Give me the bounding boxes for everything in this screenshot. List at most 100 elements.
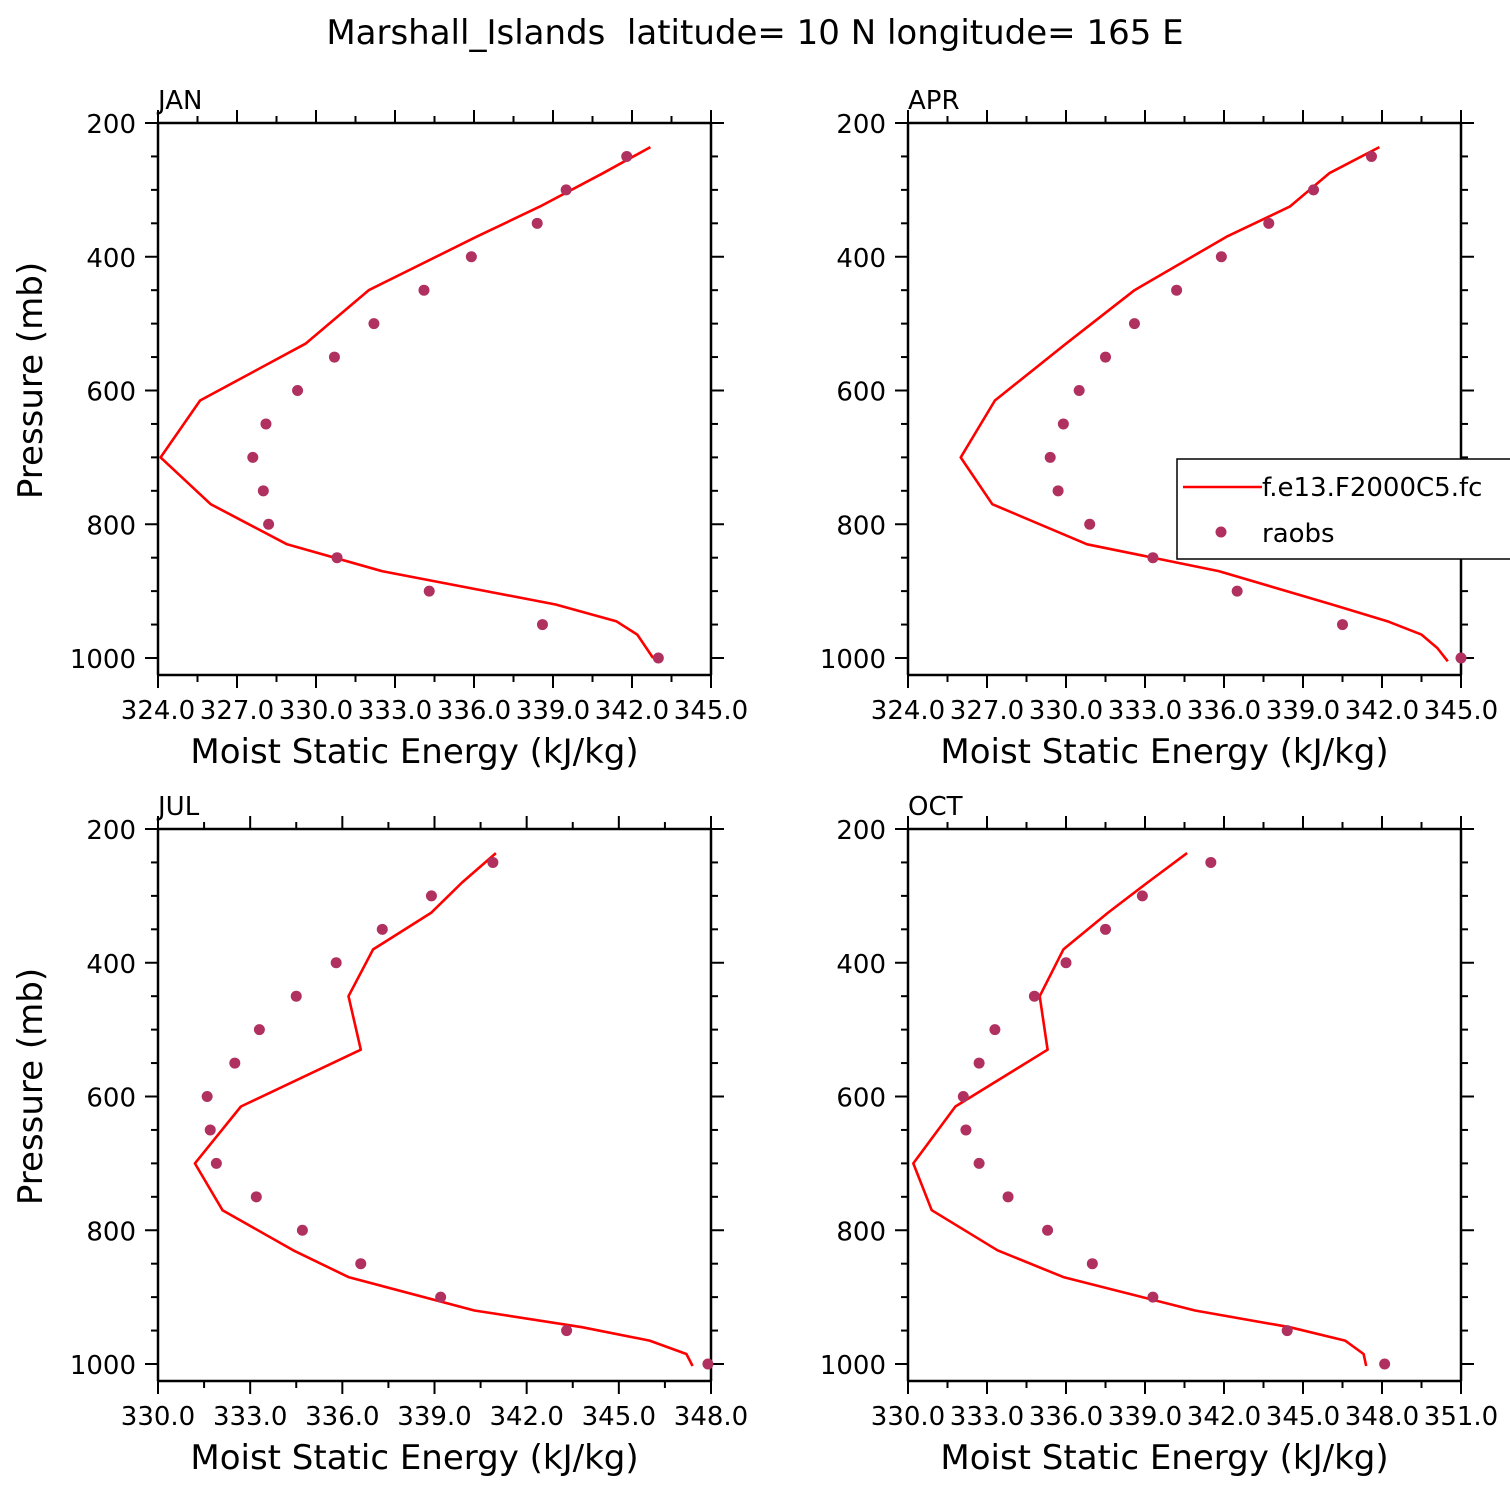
raobs-point (201, 1091, 213, 1102)
x-tick-label: 330.0 (1029, 696, 1103, 726)
raobs-point (487, 856, 499, 868)
y-tick-label: 400 (836, 244, 886, 274)
x-tick-label: 324.0 (121, 696, 195, 726)
model-series-line (193, 852, 694, 1367)
raobs-point (1205, 856, 1217, 868)
x-tick-label: 333.0 (1108, 696, 1182, 726)
raobs-point (1215, 251, 1227, 263)
legend-box (1176, 458, 1510, 560)
y-tick-label: 800 (86, 1217, 136, 1247)
y-tick-label: 400 (86, 244, 136, 274)
raobs-point (260, 418, 272, 430)
y-tick-label: 1000 (820, 645, 886, 675)
raobs-point (973, 1157, 985, 1169)
raobs-point (652, 652, 664, 664)
raobs-point (702, 1358, 714, 1370)
raobs-point (1060, 957, 1072, 969)
raobs-point (1263, 217, 1275, 229)
y-tick-label: 1000 (70, 645, 136, 675)
x-tick-label: 342.0 (489, 1402, 563, 1432)
x-axis-label: Moist Static Energy (kJ/kg) (190, 732, 638, 772)
raobs-point (423, 585, 435, 597)
raobs-point (973, 1057, 985, 1069)
x-tick-label: 351.0 (1424, 1402, 1498, 1432)
raobs-point (1147, 1291, 1159, 1303)
y-tick-label: 600 (86, 378, 136, 408)
raobs-point (1052, 485, 1064, 497)
raobs-point (253, 1024, 265, 1036)
x-tick-label: 342.0 (1345, 696, 1419, 726)
raobs-point (1100, 351, 1111, 363)
figure-title: Marshall_Islands latitude= 10 N longitud… (326, 13, 1183, 53)
legend-obs-label: raobs (1262, 519, 1335, 549)
raobs-point (1057, 418, 1069, 430)
raobs-point (247, 451, 259, 463)
model-series-line (159, 145, 655, 659)
x-tick-label: 345.0 (1424, 696, 1498, 726)
panel-label: APR (908, 86, 960, 116)
x-tick-label: 333.0 (950, 1402, 1024, 1432)
raobs-point (1455, 652, 1467, 664)
x-axis-label: Moist Static Energy (kJ/kg) (940, 1438, 1388, 1478)
x-tick-label: 327.0 (950, 696, 1024, 726)
x-tick-label: 345.0 (674, 696, 748, 726)
x-tick-label: 336.0 (1029, 1402, 1103, 1432)
raobs-point (257, 485, 269, 497)
y-tick-label: 1000 (70, 1351, 136, 1381)
y-tick-label: 400 (86, 950, 136, 980)
raobs-point (1084, 518, 1096, 530)
x-tick-label: 339.0 (1108, 1402, 1182, 1432)
x-tick-label: 345.0 (582, 1402, 656, 1432)
raobs-point (1147, 552, 1159, 564)
raobs-point (1171, 284, 1183, 296)
x-tick-label: 330.0 (871, 1402, 945, 1432)
raobs-point (1100, 923, 1111, 935)
raobs-point (328, 351, 340, 363)
raobs-point (1365, 150, 1377, 162)
raobs-point (1136, 890, 1148, 902)
model-series-line (911, 852, 1368, 1367)
raobs-point (621, 150, 633, 162)
raobs-point (1379, 1358, 1391, 1370)
y-tick-label: 400 (836, 950, 886, 980)
raobs-point (1002, 1191, 1014, 1203)
x-tick-label: 333.0 (213, 1402, 287, 1432)
raobs-point (1086, 1258, 1098, 1270)
raobs-point (1281, 1325, 1293, 1337)
y-axis-label: Pressure (mb) (11, 968, 51, 1205)
raobs-point (536, 619, 548, 631)
x-tick-label: 348.0 (674, 1402, 748, 1432)
panel-jan: 200 400 600 800 1000 324.0 327.0 330.0 333.0 336.… (11, 86, 748, 772)
raobs-point (229, 1057, 241, 1069)
raobs-point (1042, 1224, 1054, 1236)
model-series-line (959, 145, 1449, 663)
raobs-point (989, 1024, 1001, 1036)
y-tick-label: 600 (836, 378, 886, 408)
y-tick-label: 800 (86, 511, 136, 541)
raobs-point (330, 957, 342, 969)
raobs-point (331, 552, 343, 564)
raobs-point (1044, 451, 1056, 463)
raobs-point (204, 1124, 216, 1136)
raobs-point (296, 1224, 308, 1236)
raobs-point (531, 217, 543, 229)
x-tick-label: 342.0 (1187, 1402, 1261, 1432)
raobs-point (1308, 184, 1320, 196)
panel-label: JUL (156, 792, 200, 822)
raobs-point (1073, 385, 1085, 396)
panel-oct: 200 400 600 800 1000 330.0 333.0 336.0 339.0 342.… (820, 792, 1498, 1478)
x-axis-label: Moist Static Energy (kJ/kg) (190, 1438, 638, 1478)
x-tick-label: 336.0 (437, 696, 511, 726)
x-tick-label: 336.0 (1187, 696, 1261, 726)
y-axis-label: Pressure (mb) (11, 262, 51, 499)
x-tick-label: 339.0 (516, 696, 590, 726)
raobs-point (1231, 585, 1243, 597)
y-tick-label: 600 (836, 1084, 886, 1114)
legend-obs-swatch (1215, 526, 1227, 538)
y-tick-label: 800 (836, 1217, 886, 1247)
y-tick-label: 800 (836, 511, 886, 541)
raobs-point (425, 890, 437, 902)
x-tick-label: 327.0 (200, 696, 274, 726)
y-tick-label: 1000 (820, 1351, 886, 1381)
